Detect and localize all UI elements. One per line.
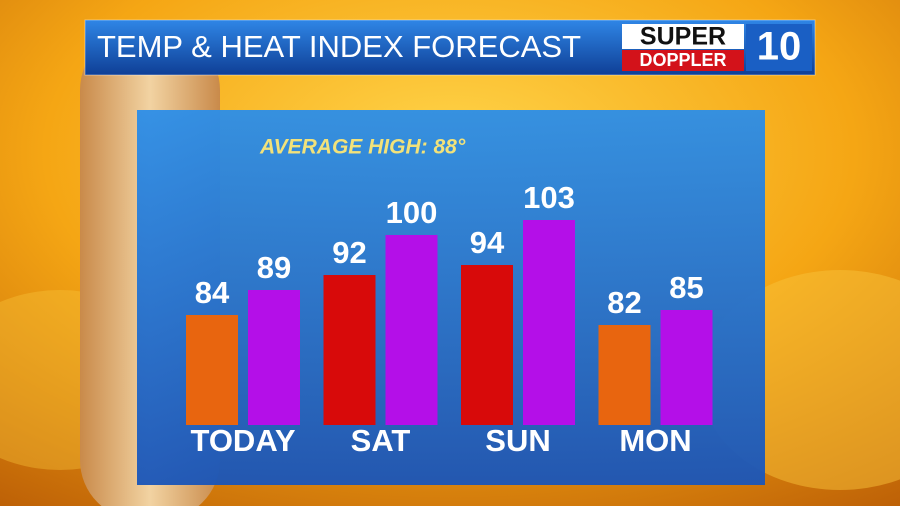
bar xyxy=(523,220,575,425)
x-tick-label: SUN xyxy=(485,423,550,458)
bar xyxy=(598,325,651,425)
bar xyxy=(323,275,376,425)
logo-box xyxy=(746,24,812,71)
x-tick-label: TODAY xyxy=(190,423,295,458)
value-label: 94 xyxy=(470,225,505,260)
annotation: AVERAGE HIGH: 88° xyxy=(259,136,466,159)
value-label: 92 xyxy=(332,235,366,270)
x-tick-label: MON xyxy=(619,423,691,458)
value-label: 84 xyxy=(195,275,230,310)
bar xyxy=(186,315,238,425)
logo-text: DOPPLER xyxy=(639,50,726,70)
chart-title: TEMP & HEAT INDEX FORECAST xyxy=(97,29,581,64)
logo-number: 10 xyxy=(757,25,802,69)
value-label: 103 xyxy=(523,180,575,215)
logo-box xyxy=(622,50,744,71)
x-tick-label: SAT xyxy=(351,423,411,458)
plot: TODAY 84 89 SAT 92 100 SUN 94 103 MON 82 85 xyxy=(186,180,713,458)
value-label: 82 xyxy=(607,285,641,320)
logo-box xyxy=(622,24,744,49)
value-label: 100 xyxy=(386,195,438,230)
bar xyxy=(248,290,300,425)
chart-panel xyxy=(137,110,765,485)
value-label: 89 xyxy=(257,250,291,285)
logo-text: SUPER xyxy=(640,23,726,51)
bar xyxy=(385,235,438,425)
bar xyxy=(461,265,513,425)
bar xyxy=(660,310,713,425)
value-label: 85 xyxy=(669,270,703,305)
